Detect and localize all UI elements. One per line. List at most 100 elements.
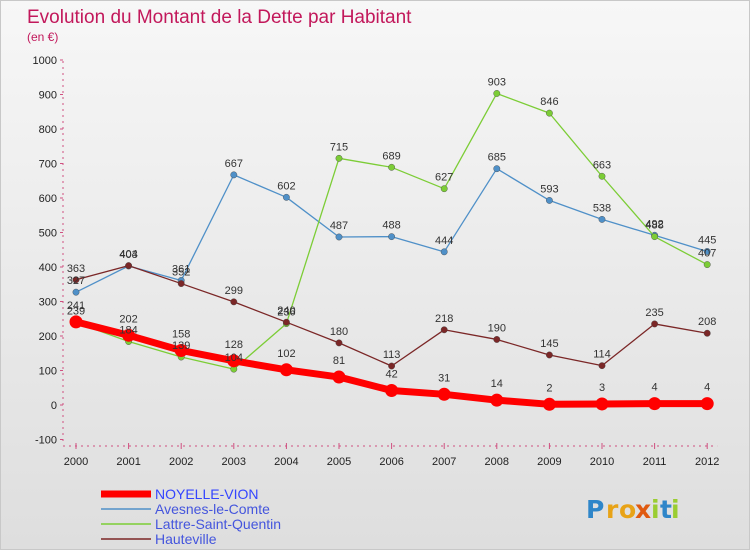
data-point-noyelle-vion <box>490 393 504 407</box>
y-tick-label: 1000 <box>33 55 57 67</box>
data-label-lattre-saint-quentin: 184 <box>119 325 137 337</box>
data-point-lattre-saint-quentin <box>651 233 658 241</box>
data-point-noyelle-vion <box>437 387 451 401</box>
data-label-noyelle-vion: 102 <box>277 348 295 360</box>
data-label-lattre-saint-quentin: 846 <box>540 96 558 108</box>
data-label-noyelle-vion: 128 <box>225 339 243 351</box>
data-label-hauteville: 363 <box>67 263 85 275</box>
data-label-lattre-saint-quentin: 627 <box>435 172 453 184</box>
data-label-avesnes-le-comte: 602 <box>277 180 295 192</box>
data-point-noyelle-vion <box>122 328 136 342</box>
y-tick-label: 600 <box>39 193 57 205</box>
x-tick-label: 2009 <box>537 456 561 468</box>
data-point-avesnes-le-comte <box>230 171 238 179</box>
x-tick-label: 2012 <box>695 456 719 468</box>
data-label-hauteville: 404 <box>119 249 137 261</box>
data-point-lattre-saint-quentin <box>598 172 606 180</box>
data-label-hauteville: 208 <box>698 316 716 328</box>
legend-label: Lattre-Saint-Quentin <box>155 516 281 532</box>
y-tick-label: 300 <box>39 297 57 309</box>
logo-letter: i <box>651 495 660 524</box>
data-label-avesnes-le-comte: 492 <box>645 218 663 230</box>
data-label-lattre-saint-quentin: 407 <box>698 248 716 260</box>
x-tick-label: 2003 <box>222 456 246 468</box>
y-tick-label: 0 <box>51 400 57 412</box>
data-labels: 241 202 158 128 102 81 42 31 14 2 3 4 4 327 403 361 667 6… <box>67 76 717 394</box>
y-tick-label: -100 <box>35 435 57 447</box>
data-label-lattre-saint-quentin: 663 <box>593 159 611 171</box>
y-tick-label: 900 <box>39 90 57 102</box>
data-point-lattre-saint-quentin <box>388 163 395 171</box>
data-label-lattre-saint-quentin: 236 <box>277 307 295 319</box>
data-point-hauteville <box>177 280 185 287</box>
data-label-noyelle-vion: 81 <box>333 355 345 367</box>
data-label-avesnes-le-comte: 403 <box>119 249 137 261</box>
data-label-noyelle-vion: 202 <box>119 313 137 325</box>
data-label-noyelle-vion: 3 <box>599 382 605 394</box>
y-tick-label: 800 <box>39 124 57 136</box>
data-point-avesnes-le-comte <box>703 248 711 255</box>
data-point-noyelle-vion <box>385 384 399 398</box>
data-label-noyelle-vion: 31 <box>438 372 450 384</box>
data-point-lattre-saint-quentin <box>493 90 501 97</box>
data-point-hauteville <box>230 298 238 306</box>
data-label-hauteville: 114 <box>593 349 611 361</box>
data-point-avesnes-le-comte <box>440 248 448 256</box>
data-label-lattre-saint-quentin: 715 <box>330 141 348 153</box>
data-label-hauteville: 240 <box>277 305 295 317</box>
x-tick-label: 2005 <box>327 456 351 468</box>
data-point-hauteville <box>493 336 501 343</box>
data-point-avesnes-le-comte <box>546 197 553 204</box>
data-label-hauteville: 235 <box>645 307 663 319</box>
y-tick-label: 700 <box>39 159 57 171</box>
x-tick-label: 2007 <box>432 456 456 468</box>
x-tick-label: 2008 <box>485 456 509 468</box>
data-point-lattre-saint-quentin <box>440 185 448 193</box>
data-point-hauteville <box>651 320 658 328</box>
data-label-hauteville: 190 <box>488 322 506 334</box>
chart-subtitle: (en €) <box>27 30 58 44</box>
data-point-hauteville <box>125 262 133 270</box>
data-label-lattre-saint-quentin: 104 <box>225 352 243 364</box>
legend-label: NOYELLE-VION <box>155 486 258 502</box>
logo-letter: x <box>635 495 651 524</box>
y-tick-label: 500 <box>39 228 57 240</box>
logo-letter: r <box>606 495 619 524</box>
data-point-avesnes-le-comte <box>598 215 606 223</box>
data-point-avesnes-le-comte <box>388 233 395 241</box>
x-tick-label: 2006 <box>379 456 403 468</box>
x-tick-label: 2000 <box>64 456 88 468</box>
data-label-noyelle-vion: 14 <box>491 378 503 390</box>
data-point-avesnes-le-comte <box>72 288 80 296</box>
legend-label: Avesnes-le-Comte <box>155 501 270 517</box>
data-point-noyelle-vion <box>542 397 556 411</box>
data-label-hauteville: 299 <box>225 285 243 297</box>
data-point-hauteville <box>440 326 448 334</box>
axes: -100 0 100 200 300 400 500 600 700 800 900 1000 2000… <box>33 55 720 468</box>
y-tick-label: 100 <box>39 366 57 378</box>
data-point-hauteville <box>72 276 80 284</box>
y-tick-label: 200 <box>39 331 57 343</box>
data-label-avesnes-le-comte: 685 <box>488 152 506 164</box>
data-label-avesnes-le-comte: 445 <box>698 234 716 246</box>
data-point-lattre-saint-quentin <box>546 109 553 117</box>
data-point-hauteville <box>703 329 711 337</box>
x-tick-label: 2002 <box>169 456 193 468</box>
data-label-lattre-saint-quentin: 488 <box>645 220 663 232</box>
data-label-avesnes-le-comte: 593 <box>540 183 558 195</box>
x-tick-label: 2001 <box>116 456 140 468</box>
data-point-noyelle-vion <box>332 370 346 384</box>
logo-letter: t <box>660 495 672 524</box>
data-label-hauteville: 113 <box>383 349 401 361</box>
data-point-hauteville <box>546 351 553 359</box>
data-label-noyelle-vion: 2 <box>546 382 552 394</box>
data-label-lattre-saint-quentin: 239 <box>67 306 85 318</box>
data-point-avesnes-le-comte <box>493 165 501 173</box>
data-label-hauteville: 145 <box>540 338 558 350</box>
x-tick-label: 2004 <box>274 456 298 468</box>
y-tick-label: 400 <box>39 262 57 274</box>
legend-label: Hauteville <box>155 531 217 547</box>
